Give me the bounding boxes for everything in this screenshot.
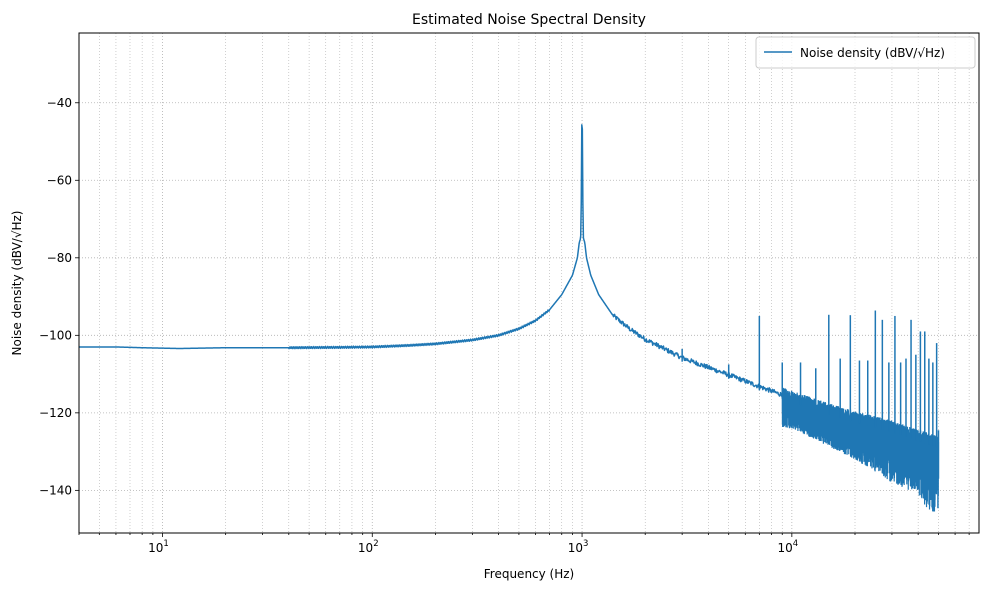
- legend-box: [755, 36, 976, 69]
- y-axis-ticks: −40 −60 −80 −100 −120 −140: [39, 96, 79, 497]
- y-tick-label: −60: [47, 173, 72, 187]
- y-tick-label: −140: [39, 483, 72, 497]
- plot-frame: [78, 32, 980, 534]
- chart-title: Estimated Noise Spectral Density: [412, 12, 646, 28]
- grid-lines: [78, 33, 979, 533]
- series-layer: [78, 124, 940, 512]
- legend-label: Noise density (dBV/√Hz): [800, 46, 945, 60]
- y-tick-label: −100: [39, 328, 72, 342]
- y-tick-label: −80: [47, 251, 72, 265]
- y-axis-title: Noise density (dBV/√Hz): [10, 211, 24, 356]
- y-tick-label: −120: [39, 406, 72, 420]
- x-tick-label: 103: [568, 539, 589, 555]
- legend: Noise density (dBV/√Hz): [755, 36, 976, 69]
- x-tick-label: 102: [358, 539, 379, 555]
- x-axis-title: Frequency (Hz): [484, 567, 575, 581]
- noise-band: [781, 387, 940, 512]
- noise-density-line: [78, 124, 939, 445]
- y-tick-label: −40: [47, 96, 72, 110]
- x-axis-ticks: 101 102 103 104: [78, 533, 970, 555]
- x-tick-label: 104: [777, 539, 798, 555]
- x-tick-label: 101: [148, 539, 169, 555]
